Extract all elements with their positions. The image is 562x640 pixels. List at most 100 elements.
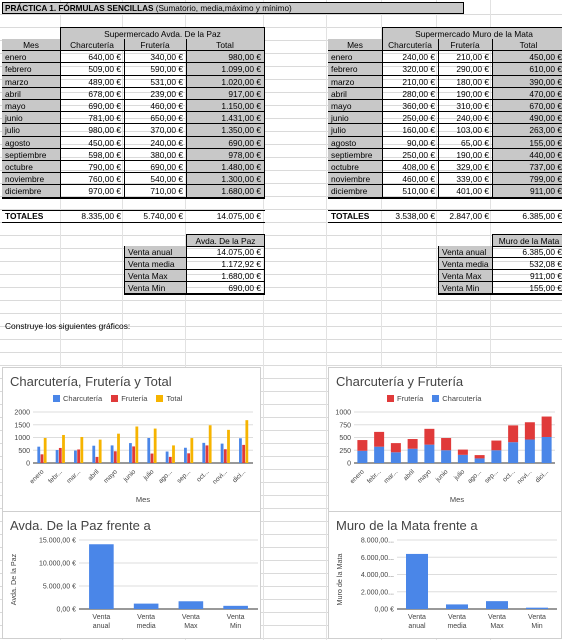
table-cell[interactable]: 290,00 € <box>438 63 492 76</box>
table-cell[interactable]: 240,00 € <box>438 112 492 125</box>
table-cell[interactable]: 1.150,00 € <box>186 100 264 113</box>
stats-value[interactable]: 532,08 € <box>492 258 562 270</box>
table-cell[interactable]: 240,00 € <box>382 51 438 64</box>
table-cell[interactable]: 390,00 € <box>492 75 562 88</box>
table-cell[interactable]: 970,00 € <box>60 185 124 198</box>
table-cell[interactable]: marzo <box>328 75 382 88</box>
table-cell[interactable]: 690,00 € <box>124 161 186 174</box>
stats-label[interactable]: Venta Min <box>439 282 492 294</box>
table-cell[interactable]: diciembre <box>328 185 382 198</box>
table-cell[interactable]: enero <box>2 51 60 64</box>
sheet-title[interactable]: PRÁCTICA 1. FÓRMULAS SENCILLAS (Sumatori… <box>2 2 464 14</box>
table-cell[interactable]: 65,00 € <box>438 137 492 149</box>
table-cell[interactable]: agosto <box>328 136 382 149</box>
table-cell[interactable]: octubre <box>328 161 382 174</box>
table-cell[interactable]: 799,00 € <box>492 173 562 186</box>
stats-label[interactable]: Venta Max <box>439 270 492 282</box>
table-cell[interactable]: febrero <box>2 63 60 76</box>
table-cell[interactable]: 240,00 € <box>124 137 186 149</box>
stats-value[interactable]: 1.172,92 € <box>186 258 264 270</box>
chart-avda-de-la-paz-frente-a[interactable]: Avda. De la Paz frente a 15.000,00 € 10.00… <box>2 511 261 639</box>
table-cell[interactable]: 790,00 € <box>60 161 124 174</box>
stats-value[interactable]: 155,00 € <box>492 282 562 294</box>
table-cell[interactable]: 263,00 € <box>492 124 562 137</box>
table-cell[interactable]: 1.680,00 € <box>186 185 264 198</box>
table-cell[interactable]: septiembre <box>328 148 382 161</box>
column-header[interactable]: Charcutería <box>382 39 438 51</box>
instruction-text[interactable]: Construye los siguientes gráficos: <box>5 321 131 331</box>
table-cell[interactable]: 978,00 € <box>186 148 264 161</box>
totals-cell[interactable]: TOTALES <box>5 211 44 221</box>
table-cell[interactable]: 690,00 € <box>60 100 124 113</box>
stats-label[interactable]: Venta anual <box>125 246 186 258</box>
table-cell[interactable]: noviembre <box>328 173 382 186</box>
table-cell[interactable]: 1.431,00 € <box>186 112 264 125</box>
stats-value[interactable]: 6.385,00 € <box>492 246 562 258</box>
totals-cell[interactable]: 14.075,00 € <box>216 211 261 221</box>
table-cell[interactable]: 401,00 € <box>438 185 492 198</box>
column-header[interactable]: Frutería <box>438 39 492 51</box>
table-cell[interactable]: 678,00 € <box>60 88 124 100</box>
stats-label[interactable]: Venta Max <box>125 270 186 282</box>
table-cell[interactable]: 210,00 € <box>382 76 438 88</box>
table-cell[interactable]: 490,00 € <box>492 112 562 125</box>
table-cell[interactable]: 737,00 € <box>492 161 562 174</box>
table-cell[interactable]: 160,00 € <box>382 124 438 137</box>
table-cell[interactable]: 1.350,00 € <box>186 124 264 137</box>
table-cell[interactable]: 190,00 € <box>438 88 492 100</box>
table-cell[interactable]: 408,00 € <box>382 161 438 174</box>
table-cell[interactable]: julio <box>328 124 382 137</box>
table-cell[interactable]: 440,00 € <box>492 148 562 161</box>
stats-value[interactable]: 1.680,00 € <box>186 270 264 282</box>
table-cell[interactable]: 250,00 € <box>382 149 438 161</box>
table-cell[interactable]: 1.099,00 € <box>186 63 264 76</box>
table-cell[interactable]: 360,00 € <box>382 100 438 113</box>
table-cell[interactable]: 460,00 € <box>124 100 186 113</box>
totals-cell[interactable]: 8.335,00 € <box>81 211 121 221</box>
table-cell[interactable]: 280,00 € <box>382 88 438 100</box>
table-cell[interactable]: 339,00 € <box>438 173 492 186</box>
table-cell[interactable]: agosto <box>2 136 60 149</box>
table-cell[interactable]: 598,00 € <box>60 149 124 161</box>
table-cell[interactable]: 210,00 € <box>438 51 492 64</box>
table-cell[interactable]: noviembre <box>2 173 60 186</box>
column-header[interactable]: Frutería <box>124 39 186 51</box>
table-cell[interactable]: 155,00 € <box>492 136 562 149</box>
table-cell[interactable]: 470,00 € <box>492 87 562 100</box>
table-cell[interactable]: 1.020,00 € <box>186 75 264 88</box>
table-cell[interactable]: 670,00 € <box>492 100 562 113</box>
totals-cell[interactable]: 3.538,00 € <box>395 211 435 221</box>
totals-cell[interactable]: TOTALES <box>331 211 370 221</box>
column-header[interactable]: Mes <box>2 39 60 51</box>
table-cell[interactable]: 329,00 € <box>438 161 492 174</box>
totals-cell[interactable]: 2.847,00 € <box>449 211 489 221</box>
table-cell[interactable]: 489,00 € <box>60 76 124 88</box>
table-cell[interactable]: 103,00 € <box>438 124 492 137</box>
table-cell[interactable]: julio <box>2 124 60 137</box>
table-cell[interactable]: 450,00 € <box>60 137 124 149</box>
chart-muro-de-la-mata-frente-a[interactable]: Muro de la Mata frente a 8.000,00... 6.000… <box>328 511 562 639</box>
table-cell[interactable]: 250,00 € <box>382 112 438 125</box>
stats-label[interactable]: Venta media <box>439 258 492 270</box>
table-cell[interactable]: 650,00 € <box>124 112 186 125</box>
stats-label[interactable]: Venta Min <box>125 282 186 294</box>
table-cell[interactable]: 781,00 € <box>60 112 124 125</box>
table-cell[interactable]: 531,00 € <box>124 76 186 88</box>
table-cell[interactable]: septiembre <box>2 148 60 161</box>
stats-value[interactable]: 690,00 € <box>186 282 264 294</box>
table-cell[interactable]: 340,00 € <box>124 51 186 64</box>
table-cell[interactable]: enero <box>328 51 382 64</box>
table-cell[interactable]: 370,00 € <box>124 124 186 137</box>
table-cell[interactable]: diciembre <box>2 185 60 198</box>
table-cell[interactable]: febrero <box>328 63 382 76</box>
chart-charcuteria-fruteria-stacked[interactable]: Charcutería y Frutería 1000 750 500 250 0 ener… <box>328 367 562 512</box>
stats-value[interactable]: 14.075,00 € <box>186 246 264 258</box>
column-header[interactable]: Total <box>186 39 264 51</box>
table-cell[interactable]: junio <box>328 112 382 125</box>
table-cell[interactable]: 239,00 € <box>124 88 186 100</box>
table-cell[interactable]: 460,00 € <box>382 173 438 186</box>
table-cell[interactable]: 380,00 € <box>124 149 186 161</box>
chart-charcuteria-fruteria-total[interactable]: Charcutería, Frutería y Total 2000 1500 100… <box>2 367 261 512</box>
totals-cell[interactable]: 5.740,00 € <box>143 211 183 221</box>
totals-cell[interactable]: 6.385,00 € <box>522 211 562 221</box>
